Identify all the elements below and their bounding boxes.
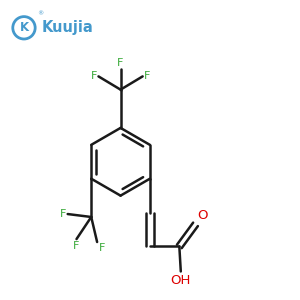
Text: O: O: [197, 209, 208, 222]
Text: ®: ®: [37, 12, 43, 16]
Text: K: K: [20, 21, 28, 34]
Text: F: F: [91, 71, 97, 81]
Text: OH: OH: [171, 274, 191, 287]
Text: Kuujia: Kuujia: [42, 20, 93, 35]
Text: F: F: [73, 241, 80, 250]
Text: F: F: [144, 71, 151, 81]
Text: F: F: [60, 209, 66, 219]
Text: F: F: [99, 244, 105, 254]
Text: F: F: [117, 58, 124, 68]
